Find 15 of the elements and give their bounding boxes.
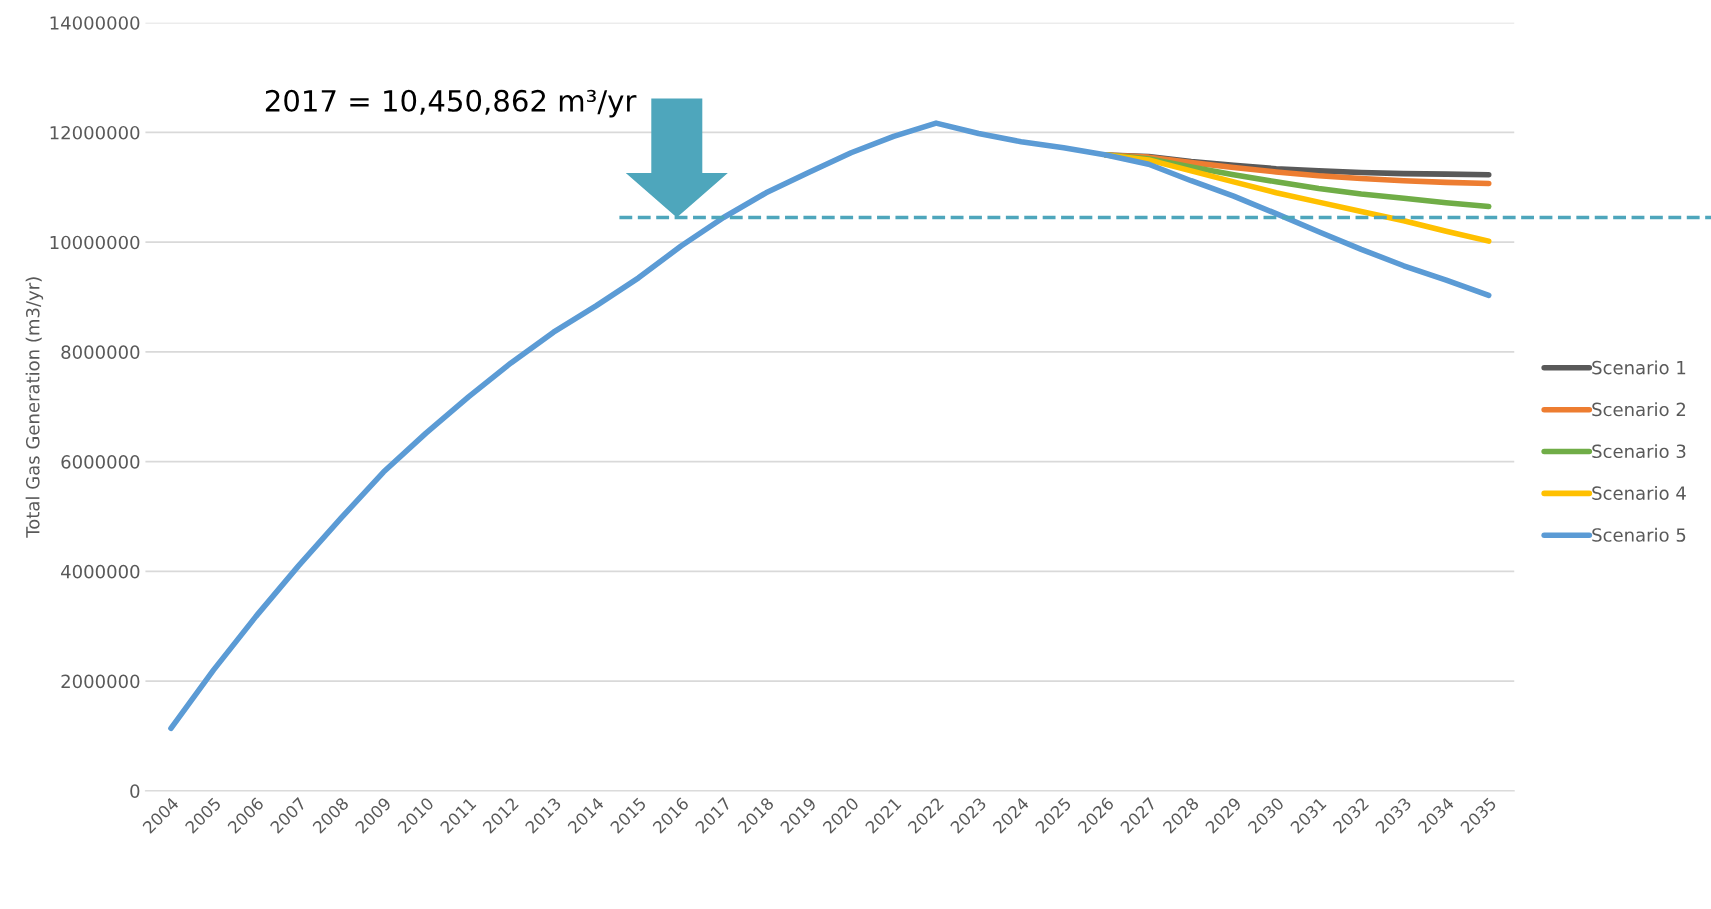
y-tick-label: 8000000 xyxy=(61,345,140,360)
y-tick-label: 0 xyxy=(130,784,140,798)
legend-label: Scenario 1 xyxy=(1592,360,1686,375)
y-tick-label: 10000000 xyxy=(50,235,140,250)
y-tick-label: 4000000 xyxy=(61,564,140,579)
y-tick-label: 6000000 xyxy=(61,455,140,469)
y-tick-label: 2000000 xyxy=(61,674,140,689)
legend-label: Scenario 5 xyxy=(1592,527,1686,542)
y-axis-title: Total Gas Generation (m3/yr) xyxy=(25,277,44,538)
annotation: 2017 = 10,450,862 m³/yr xyxy=(265,89,637,118)
legend-label: Scenario 4 xyxy=(1592,485,1686,500)
legend-label: Scenario 3 xyxy=(1592,444,1686,459)
y-tick-label: 12000000 xyxy=(50,125,140,140)
y-tick-label: 14000000 xyxy=(50,16,140,30)
legend-label: Scenario 2 xyxy=(1592,402,1686,417)
